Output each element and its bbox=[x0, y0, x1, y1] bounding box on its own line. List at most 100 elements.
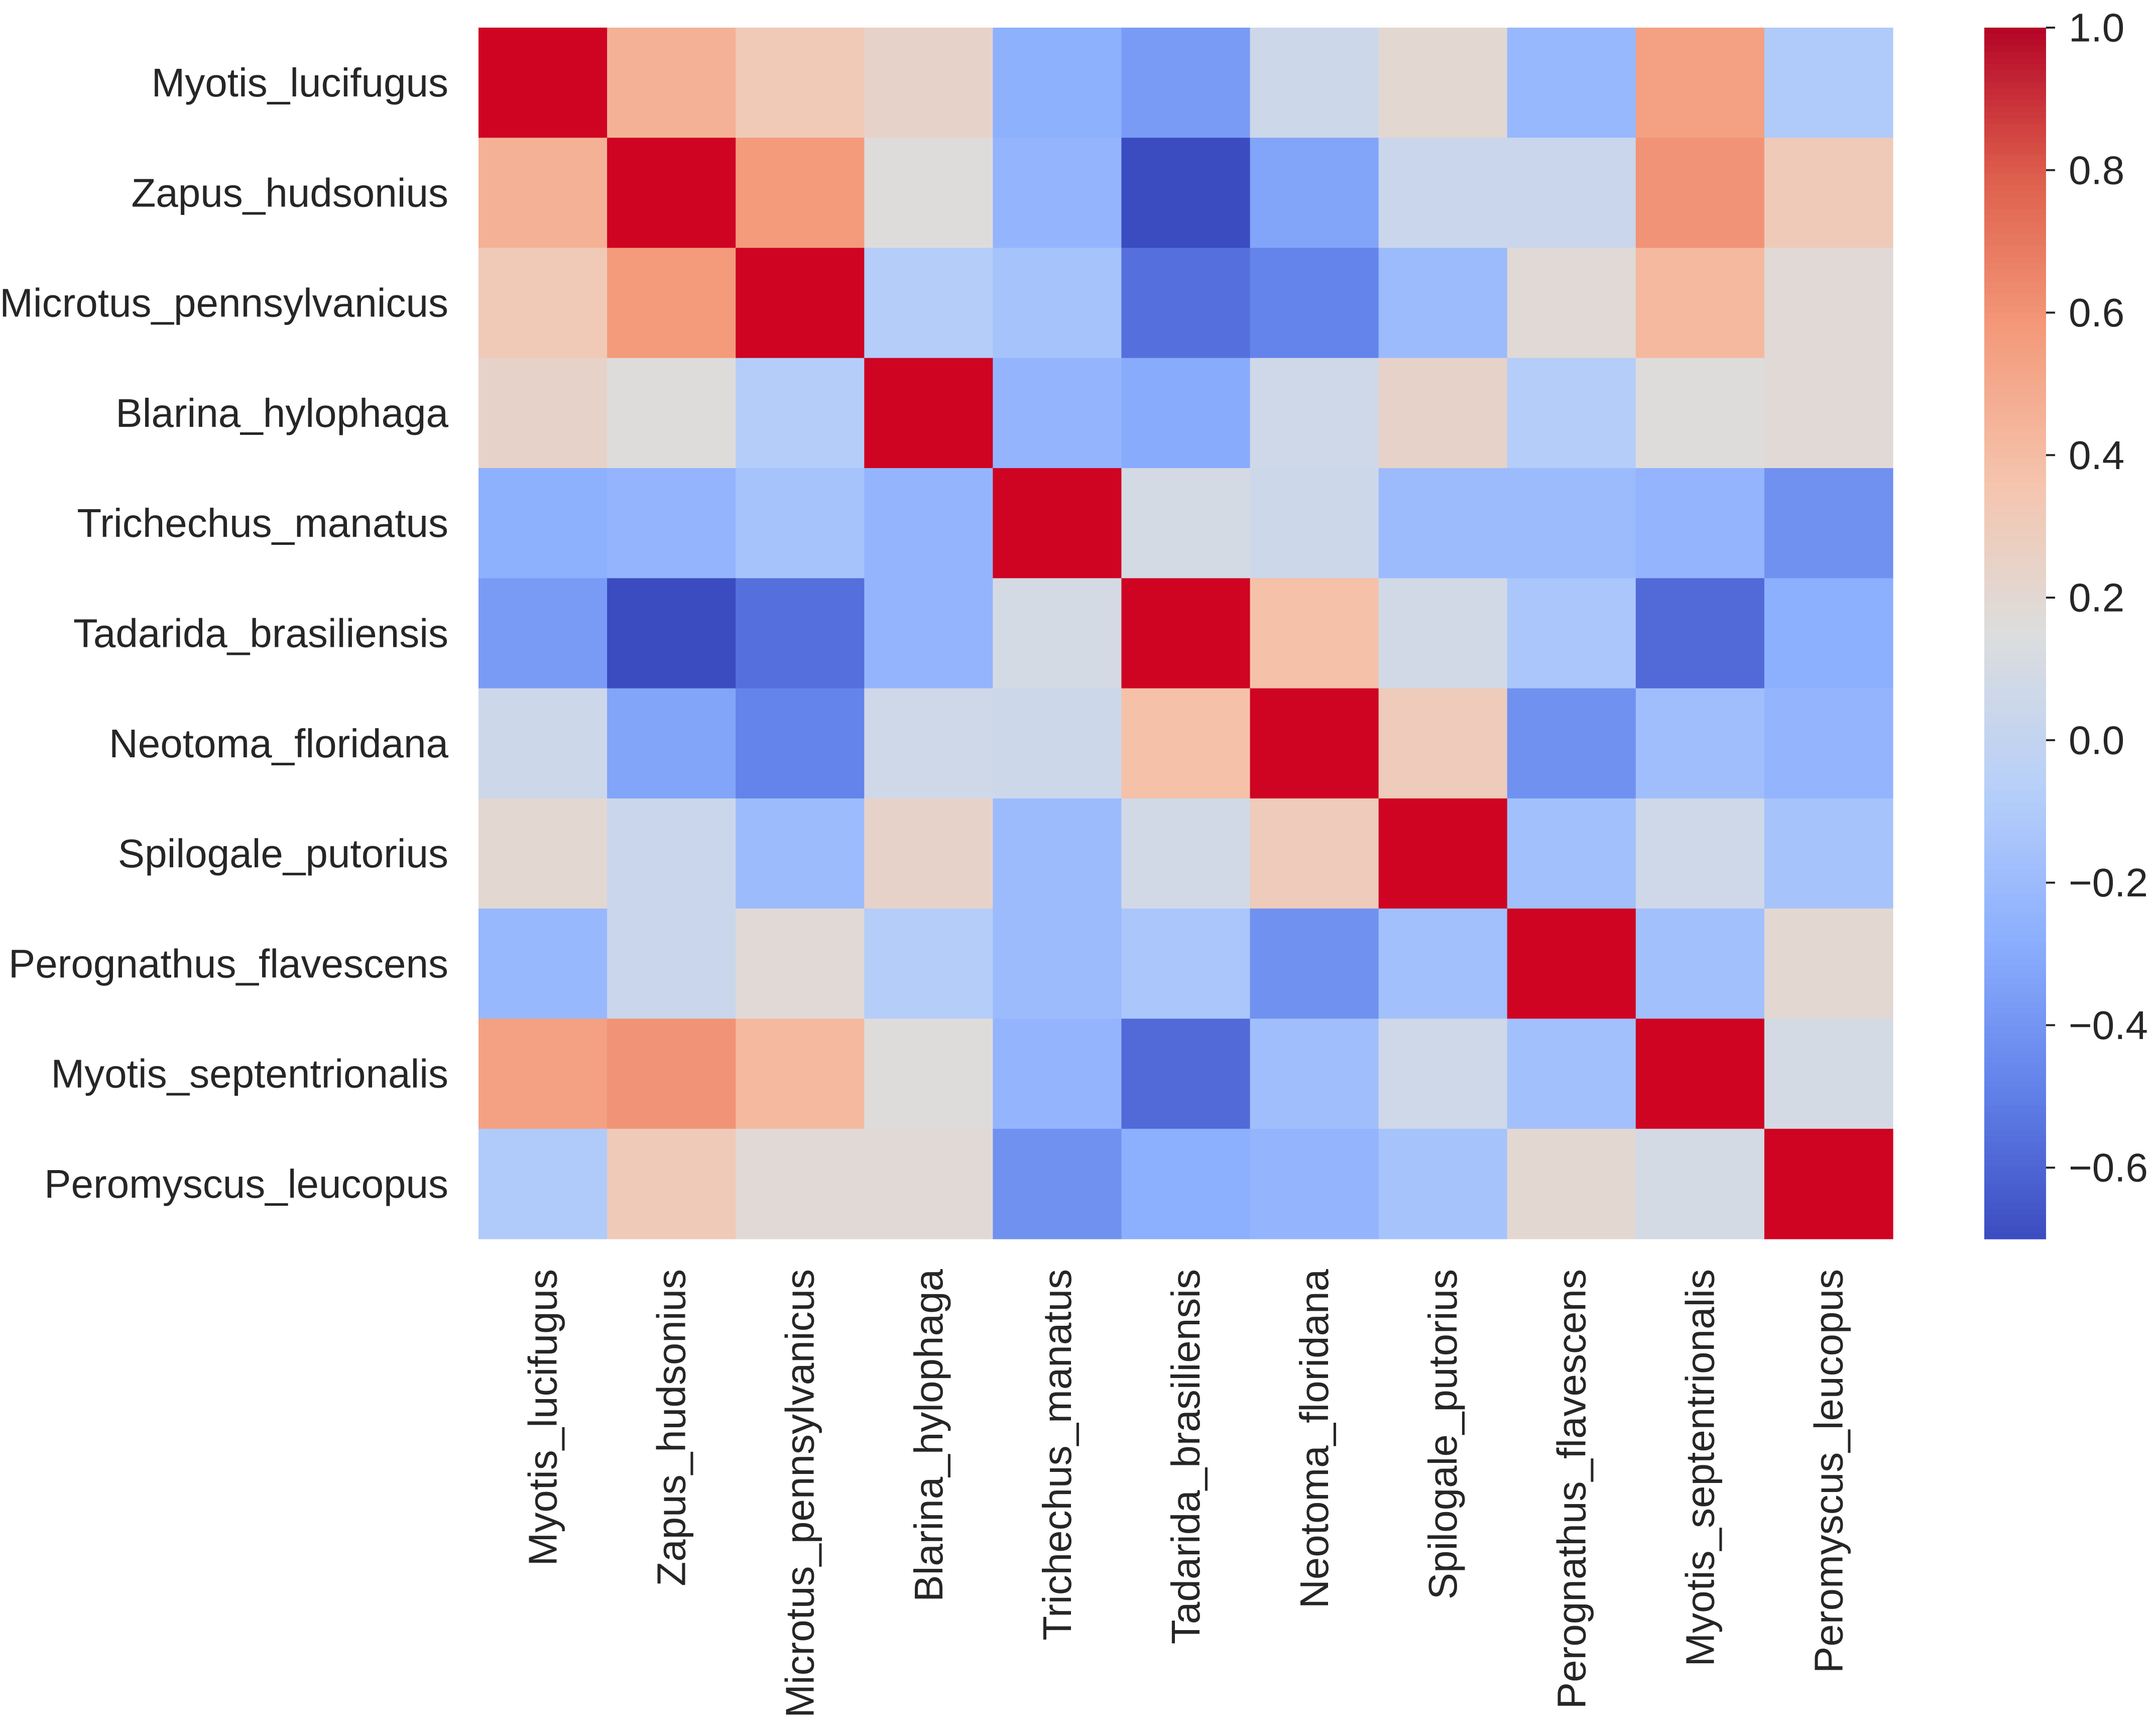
colorbar-segment bbox=[1984, 924, 2046, 931]
colorbar-segment bbox=[1984, 300, 2046, 307]
heatmap-cell-Myotis_lucifugus-Tadarida_brasiliensis bbox=[1121, 28, 1251, 138]
heatmap-cell-Tadarida_brasiliensis-Blarina_hylophaga bbox=[864, 578, 993, 689]
colorbar-segment bbox=[1984, 276, 2046, 283]
colorbar-segment bbox=[1984, 439, 2046, 446]
colorbar-segment bbox=[1984, 530, 2046, 537]
colorbar-segment bbox=[1984, 294, 2046, 301]
x-tick-label: Tadarida_brasiliensis bbox=[1163, 1269, 1208, 1644]
colorbar-segment bbox=[1984, 639, 2046, 646]
heatmap-cell-Peromyscus_leucopus-Neotoma_floridana bbox=[1250, 1128, 1379, 1239]
colorbar-segment bbox=[1984, 518, 2046, 525]
colorbar-segment bbox=[1984, 118, 2046, 125]
heatmap-cell-Blarina_hylophaga-Peromyscus_leucopus bbox=[1764, 358, 1893, 469]
heatmap-cell-Trichechus_manatus-Spilogale_putorius bbox=[1378, 468, 1508, 579]
heatmap-cell-Microtus_pennsylvanicus-Neotoma_floridana bbox=[1250, 248, 1379, 359]
heatmap-cell-Tadarida_brasiliensis-Perognathus_flavescens bbox=[1507, 578, 1636, 689]
x-tick-label: Neotoma_floridana bbox=[1292, 1269, 1337, 1609]
colorbar-segment bbox=[1984, 203, 2046, 210]
heatmap-cell-Tadarida_brasiliensis-Neotoma_floridana bbox=[1250, 578, 1379, 689]
colorbar-segment bbox=[1984, 1135, 2046, 1142]
colorbar-segment bbox=[1984, 46, 2046, 53]
heatmap-cell-Perognathus_flavescens-Tadarida_brasiliensis bbox=[1121, 908, 1251, 1019]
heatmap-cell-Microtus_pennsylvanicus-Myotis_lucifugus bbox=[478, 248, 608, 359]
heatmap-cell-Myotis_septentrionalis-Myotis_septentrionalis bbox=[1635, 1018, 1765, 1129]
colorbar-segment bbox=[1984, 742, 2046, 749]
colorbar-segment bbox=[1984, 52, 2046, 59]
colorbar-segment bbox=[1984, 433, 2046, 440]
heatmap-cell-Zapus_hudsonius-Spilogale_putorius bbox=[1378, 138, 1508, 249]
colorbar-segment bbox=[1984, 724, 2046, 731]
y-tick-label: Microtus_pennsylvanicus bbox=[0, 281, 448, 325]
heatmap-cell-Myotis_lucifugus-Peromyscus_leucopus bbox=[1764, 28, 1893, 138]
heatmap-cell-Spilogale_putorius-Spilogale_putorius bbox=[1378, 798, 1508, 909]
colorbar-segment bbox=[1984, 536, 2046, 543]
heatmap-cell-Myotis_septentrionalis-Blarina_hylophaga bbox=[864, 1018, 993, 1129]
heatmap-cell-Perognathus_flavescens-Myotis_lucifugus bbox=[478, 908, 608, 1019]
colorbar-segment bbox=[1984, 784, 2046, 791]
colorbar-segment bbox=[1984, 330, 2046, 337]
colorbar-segment bbox=[1984, 603, 2046, 610]
heatmap-cell-Perognathus_flavescens-Trichechus_manatus bbox=[993, 908, 1122, 1019]
colorbar-segment bbox=[1984, 112, 2046, 119]
heatmap-cell-Trichechus_manatus-Peromyscus_leucopus bbox=[1764, 468, 1893, 579]
heatmap-cell-Perognathus_flavescens-Myotis_septentrionalis bbox=[1635, 908, 1765, 1019]
heatmap-cell-Tadarida_brasiliensis-Myotis_septentrionalis bbox=[1635, 578, 1765, 689]
heatmap-cell-Spilogale_putorius-Myotis_septentrionalis bbox=[1635, 798, 1765, 909]
heatmap-cell-Microtus_pennsylvanicus-Zapus_hudsonius bbox=[607, 248, 736, 359]
heatmap-cells bbox=[478, 28, 1893, 1239]
colorbar-segment bbox=[1984, 1178, 2046, 1185]
colorbar-segment bbox=[1984, 1190, 2046, 1197]
colorbar-segment bbox=[1984, 397, 2046, 404]
colorbar-segment bbox=[1984, 548, 2046, 555]
colorbar-segment bbox=[1984, 349, 2046, 356]
heatmap-cell-Zapus_hudsonius-Blarina_hylophaga bbox=[864, 138, 993, 249]
colorbar-segment bbox=[1984, 209, 2046, 216]
colorbar-segment bbox=[1984, 712, 2046, 719]
colorbar-segment bbox=[1984, 560, 2046, 567]
heatmap-cell-Spilogale_putorius-Zapus_hudsonius bbox=[607, 798, 736, 909]
heatmap-cell-Neotoma_floridana-Spilogale_putorius bbox=[1378, 688, 1508, 799]
colorbar-segment bbox=[1984, 869, 2046, 876]
heatmap-cell-Peromyscus_leucopus-Zapus_hudsonius bbox=[607, 1128, 736, 1239]
colorbar-segment bbox=[1984, 1148, 2046, 1155]
colorbar-segment bbox=[1984, 899, 2046, 906]
colorbar-segment bbox=[1984, 464, 2046, 471]
colorbar-segment bbox=[1984, 197, 2046, 204]
heatmap-cell-Myotis_lucifugus-Blarina_hylophaga bbox=[864, 28, 993, 138]
colorbar-segment bbox=[1984, 960, 2046, 967]
colorbar-segment bbox=[1984, 161, 2046, 168]
colorbar-segment bbox=[1984, 609, 2046, 616]
colorbar-tick-label: 0.2 bbox=[2069, 576, 2124, 620]
colorbar-segment bbox=[1984, 234, 2046, 240]
colorbar-segment bbox=[1984, 270, 2046, 277]
heatmap-cell-Zapus_hudsonius-Microtus_pennsylvanicus bbox=[736, 138, 865, 249]
colorbar-segment bbox=[1984, 663, 2046, 670]
heatmap-cell-Tadarida_brasiliensis-Zapus_hudsonius bbox=[607, 578, 736, 689]
colorbar-segment bbox=[1984, 124, 2046, 131]
heatmap-cell-Perognathus_flavescens-Blarina_hylophaga bbox=[864, 908, 993, 1019]
colorbar-segment bbox=[1984, 318, 2046, 325]
colorbar-segment bbox=[1984, 554, 2046, 561]
colorbar-segment bbox=[1984, 373, 2046, 380]
colorbar-segment bbox=[1984, 367, 2046, 374]
colorbar-segment bbox=[1984, 802, 2046, 810]
heatmap-cell-Neotoma_floridana-Myotis_septentrionalis bbox=[1635, 688, 1765, 799]
colorbar-segment bbox=[1984, 100, 2046, 107]
heatmap-cell-Myotis_septentrionalis-Spilogale_putorius bbox=[1378, 1018, 1508, 1129]
colorbar-segment bbox=[1984, 524, 2046, 531]
colorbar-segment bbox=[1984, 221, 2046, 228]
colorbar-segment bbox=[1984, 1008, 2046, 1015]
colorbar-segment bbox=[1984, 312, 2046, 319]
colorbar-segment bbox=[1984, 482, 2046, 489]
colorbar-segment bbox=[1984, 191, 2046, 198]
colorbar-segment bbox=[1984, 1014, 2046, 1021]
colorbar-segment bbox=[1984, 996, 2046, 1003]
heatmap-cell-Myotis_lucifugus-Trichechus_manatus bbox=[993, 28, 1122, 138]
heatmap-cell-Myotis_lucifugus-Perognathus_flavescens bbox=[1507, 28, 1636, 138]
colorbar-segment bbox=[1984, 917, 2046, 925]
heatmap-cell-Myotis_septentrionalis-Neotoma_floridana bbox=[1250, 1018, 1379, 1129]
colorbar-segment bbox=[1984, 572, 2046, 580]
colorbar-segment bbox=[1984, 887, 2046, 894]
y-axis-labels: Myotis_lucifugus Zapus_hudsonius Microtus_… bbox=[0, 60, 449, 1206]
colorbar-segment bbox=[1984, 809, 2046, 816]
